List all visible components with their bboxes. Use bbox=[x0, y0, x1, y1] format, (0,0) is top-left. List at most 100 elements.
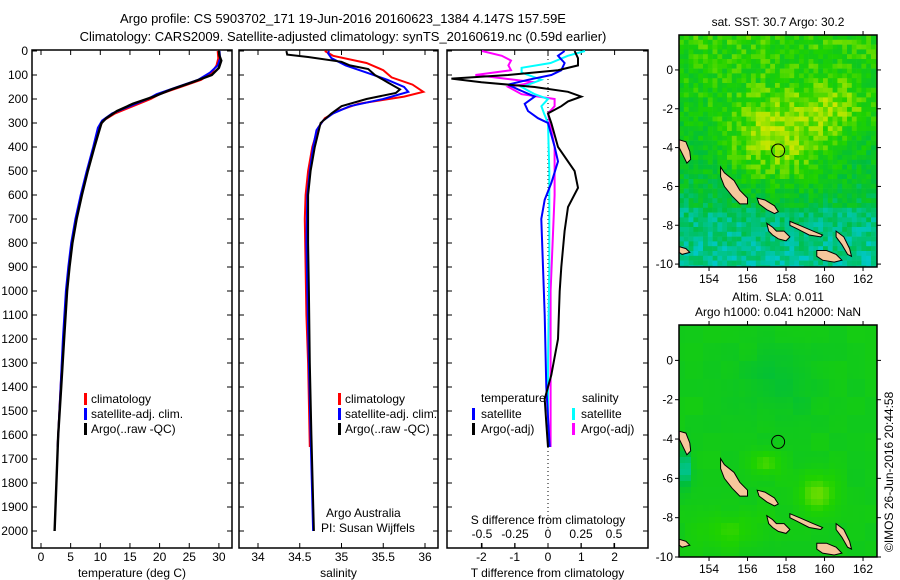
map-cell bbox=[829, 397, 836, 404]
map-cell bbox=[697, 439, 704, 446]
map-cell bbox=[757, 547, 764, 554]
zero-line-dot bbox=[547, 287, 549, 288]
map-cell bbox=[842, 49, 848, 55]
map-cell bbox=[717, 97, 723, 103]
map-cell bbox=[751, 164, 757, 170]
map-cell bbox=[760, 227, 766, 233]
map-cell bbox=[829, 409, 836, 416]
map-cell bbox=[793, 451, 800, 458]
map-cell bbox=[712, 260, 718, 266]
map-cell bbox=[811, 439, 818, 446]
x-tick-label: 35.5 bbox=[372, 550, 396, 564]
map-cell bbox=[799, 155, 805, 161]
map-cell bbox=[727, 63, 733, 69]
map-cell bbox=[832, 217, 838, 223]
map-cell bbox=[841, 367, 848, 374]
map-cell bbox=[751, 107, 757, 113]
map-cell bbox=[827, 231, 833, 237]
map-cell bbox=[859, 403, 866, 410]
map-cell bbox=[693, 39, 699, 45]
map-cell bbox=[736, 121, 742, 127]
map-cell bbox=[733, 535, 740, 542]
map-cell bbox=[856, 159, 862, 165]
map-cell bbox=[799, 367, 806, 374]
map-cell bbox=[871, 457, 878, 464]
island-coastline bbox=[766, 222, 791, 242]
map-cell bbox=[691, 433, 698, 440]
zero-line-dot bbox=[547, 171, 549, 172]
map-cell bbox=[746, 111, 752, 117]
map-cell bbox=[679, 517, 686, 524]
map-cell bbox=[823, 391, 830, 398]
map-cell bbox=[829, 349, 836, 356]
map-cell bbox=[763, 409, 770, 416]
map-cell bbox=[715, 367, 722, 374]
map-cell bbox=[709, 439, 716, 446]
map-cell bbox=[765, 54, 771, 60]
map-cell bbox=[787, 541, 794, 548]
map-cell bbox=[794, 83, 800, 89]
map-cell bbox=[685, 505, 692, 512]
map-cell bbox=[837, 102, 843, 108]
map-cell bbox=[794, 107, 800, 113]
map-cell bbox=[859, 361, 866, 368]
map-cell bbox=[818, 92, 824, 98]
map-cell bbox=[709, 337, 716, 344]
map-cell bbox=[794, 203, 800, 209]
map-cell bbox=[808, 222, 814, 228]
map-cell bbox=[835, 421, 842, 428]
map-cell bbox=[688, 188, 694, 194]
map-cell bbox=[683, 102, 689, 108]
map-cell bbox=[835, 373, 842, 380]
map-cell bbox=[871, 487, 878, 494]
map-cell bbox=[679, 164, 685, 170]
map-cell bbox=[733, 457, 740, 464]
map-cell bbox=[775, 155, 781, 161]
map-cell bbox=[685, 487, 692, 494]
map-cell bbox=[685, 499, 692, 506]
map-cell bbox=[731, 217, 737, 223]
map-cell bbox=[703, 421, 710, 428]
map-cell bbox=[721, 505, 728, 512]
map-cell bbox=[779, 207, 785, 213]
map-cell bbox=[693, 164, 699, 170]
zero-line-dot bbox=[547, 95, 549, 96]
map-cell bbox=[823, 475, 830, 482]
map-cell bbox=[861, 236, 867, 242]
map-cell bbox=[727, 227, 733, 233]
zero-line-dot bbox=[547, 527, 549, 528]
map-cell bbox=[817, 493, 824, 500]
map-cell bbox=[733, 469, 740, 476]
map-cell bbox=[746, 193, 752, 199]
map-cell bbox=[688, 212, 694, 218]
map-cell bbox=[859, 385, 866, 392]
map-cell bbox=[832, 68, 838, 74]
map-cell bbox=[871, 355, 878, 362]
map-cell bbox=[841, 487, 848, 494]
map-cell bbox=[837, 150, 843, 156]
map-cell bbox=[760, 155, 766, 161]
map-cell bbox=[721, 499, 728, 506]
map-cell bbox=[832, 246, 838, 252]
map-cell bbox=[871, 107, 877, 113]
map-cell bbox=[731, 241, 737, 247]
map-cell bbox=[691, 415, 698, 422]
map-cell bbox=[712, 236, 718, 242]
map-cell bbox=[829, 439, 836, 446]
map-cell bbox=[679, 179, 685, 185]
map-cell bbox=[793, 361, 800, 368]
map-cell bbox=[829, 493, 836, 500]
map-cell bbox=[856, 87, 862, 93]
map-cell bbox=[688, 246, 694, 252]
map-cell bbox=[871, 260, 877, 266]
map-cell bbox=[861, 107, 867, 113]
map-cell bbox=[865, 469, 872, 476]
map-cell bbox=[865, 541, 872, 548]
map-cell bbox=[823, 355, 830, 362]
map-cell bbox=[751, 54, 757, 60]
map-cell bbox=[779, 255, 785, 261]
map-cell bbox=[712, 174, 718, 180]
map-cell bbox=[808, 145, 814, 151]
map-cell bbox=[851, 241, 857, 247]
map-cell bbox=[698, 68, 704, 74]
